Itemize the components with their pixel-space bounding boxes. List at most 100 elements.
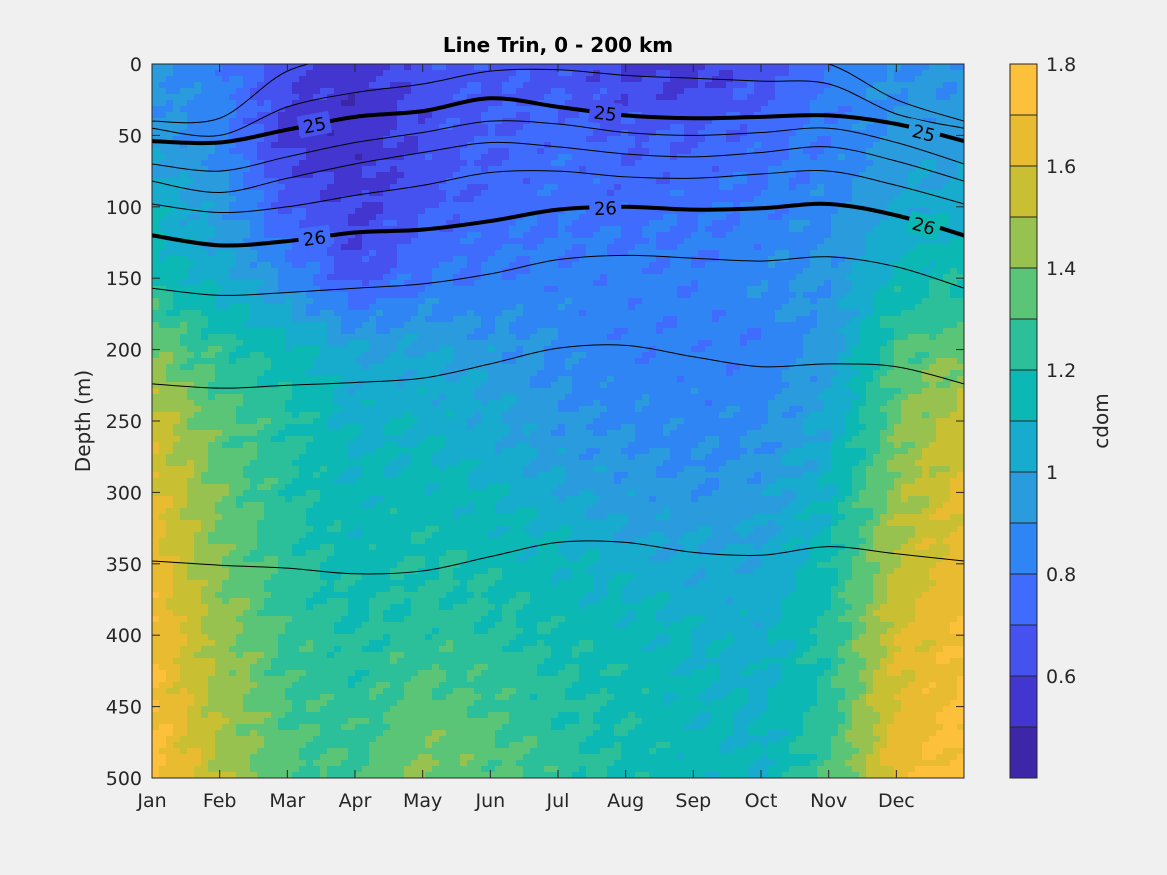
field-cell [642,280,650,287]
field-cell [180,214,188,221]
field-cell [369,208,377,215]
field-cell [397,268,405,275]
field-cell [376,130,384,137]
field-cell [509,268,517,275]
field-cell [376,262,384,269]
field-cell [894,298,902,305]
field-cell [936,100,944,107]
field-cell [894,106,902,113]
field-cell [915,148,923,155]
field-cell [586,292,594,299]
field-cell [796,256,804,263]
field-cell [488,88,496,95]
field-cell [866,286,874,293]
field-cell [838,292,846,299]
field-cell [537,256,545,263]
field-cell [859,82,867,89]
field-cell [698,64,706,71]
field-cell [817,64,825,71]
field-cell [789,280,797,287]
field-cell [579,64,587,71]
field-cell [467,304,475,311]
field-cell [796,94,804,101]
field-cell [705,238,713,245]
field-cell [817,274,825,281]
field-cell [509,82,517,89]
field-cell [530,166,538,173]
field-cell [439,154,447,161]
field-cell [411,118,419,125]
field-cell [194,118,202,125]
field-cell [663,88,671,95]
field-cell [516,256,524,263]
field-cell [579,196,587,203]
field-cell [691,160,699,167]
field-cell [901,208,909,215]
field-cell [649,196,657,203]
field-cell [901,82,909,89]
field-cell [761,118,769,125]
field-cell [173,244,181,251]
field-cell [698,298,706,305]
field-cell [397,136,405,143]
field-cell [418,82,426,89]
field-cell [243,214,251,221]
field-cell [453,154,461,161]
field-cell [432,244,440,251]
field-cell [530,118,538,125]
field-cell [782,250,790,257]
field-cell [565,178,573,185]
field-cell [600,316,608,323]
field-cell [467,280,475,287]
field-cell [908,154,916,161]
field-cell [677,136,685,143]
field-cell [943,184,951,191]
field-cell [565,202,573,209]
field-cell [614,94,622,101]
field-cell [425,238,433,245]
field-cell [376,220,384,227]
field-cell [831,148,839,155]
field-cell [362,250,370,257]
field-cell [670,64,678,71]
field-cell [516,262,524,269]
field-cell [383,286,391,293]
field-cell [782,310,790,317]
field-cell [299,184,307,191]
field-cell [656,76,664,83]
field-cell [502,202,510,209]
field-cell [607,232,615,239]
field-cell [887,106,895,113]
field-cell [453,70,461,77]
field-cell [684,262,692,269]
field-cell [502,316,510,323]
field-cell [544,124,552,131]
field-cell [957,130,964,137]
field-cell [166,292,174,299]
field-cell [327,202,335,209]
field-cell [362,298,370,305]
field-cell [236,190,244,197]
field-cell [922,202,930,209]
field-cell [509,298,517,305]
field-cell [383,298,391,305]
field-cell [418,310,426,317]
field-cell [404,304,412,311]
field-cell [768,310,776,317]
field-cell [285,154,293,161]
field-cell [866,196,874,203]
field-cell [334,262,342,269]
field-cell [474,232,482,239]
field-cell [677,286,685,293]
field-cell [740,160,748,167]
field-cell [796,316,804,323]
field-cell [488,268,496,275]
field-cell [530,106,538,113]
field-cell [467,136,475,143]
field-cell [663,124,671,131]
field-cell [530,88,538,95]
field-cell [180,154,188,161]
field-cell [656,304,664,311]
field-cell [320,142,328,149]
field-cell [831,94,839,101]
